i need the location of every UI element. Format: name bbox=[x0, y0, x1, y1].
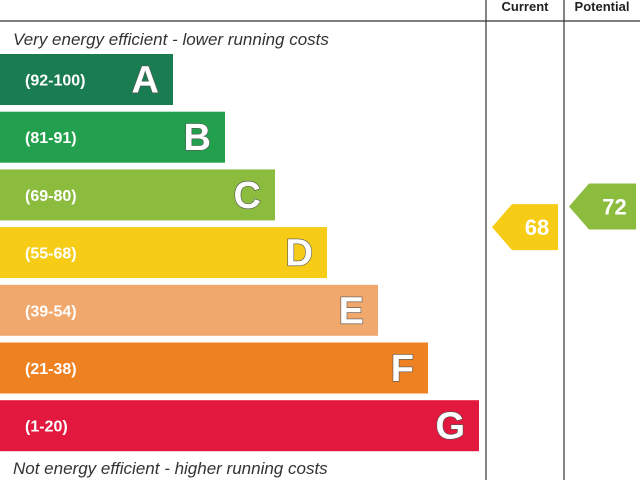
band-range-label: (39-54) bbox=[25, 303, 77, 320]
current-column-header: Current bbox=[502, 0, 550, 14]
band-bar-f bbox=[0, 342, 428, 394]
band-b: (81-91) B bbox=[0, 111, 225, 163]
band-letter: A bbox=[132, 60, 159, 102]
band-c: (69-80) C bbox=[0, 169, 275, 221]
band-range-label: (69-80) bbox=[25, 188, 77, 205]
band-e: (39-54) E bbox=[0, 284, 378, 336]
band-letter: G bbox=[435, 406, 465, 448]
band-letter: E bbox=[339, 290, 364, 332]
current-rating-shape bbox=[492, 204, 558, 251]
band-bar-b bbox=[0, 111, 225, 163]
rating-bands: (92-100) A (81-91) B (69-80) C (55-68) D (39-54)… bbox=[0, 54, 479, 452]
band-letter: C bbox=[234, 175, 261, 217]
potential-rating-arrow: 72 bbox=[569, 183, 636, 230]
band-g: (1-20) G bbox=[0, 400, 479, 452]
current-rating-value: 68 bbox=[525, 215, 549, 240]
top-note: Very energy efficient - lower running co… bbox=[13, 30, 329, 49]
band-range-label: (21-38) bbox=[25, 361, 77, 378]
band-bar-c bbox=[0, 169, 275, 221]
band-letter: B bbox=[184, 117, 211, 159]
band-range-label: (92-100) bbox=[25, 73, 85, 90]
potential-column-header: Potential bbox=[575, 0, 630, 14]
potential-rating-value: 72 bbox=[602, 194, 626, 219]
band-range-label: (81-91) bbox=[25, 130, 77, 147]
band-range-label: (55-68) bbox=[25, 246, 77, 263]
bottom-note: Not energy efficient - higher running co… bbox=[13, 459, 328, 478]
band-d: (55-68) D bbox=[0, 227, 327, 279]
current-rating-arrow: 68 bbox=[492, 204, 558, 251]
rating-arrows: 68 72 bbox=[492, 183, 636, 251]
band-bar-g bbox=[0, 400, 479, 452]
band-bar-d bbox=[0, 227, 327, 279]
band-bar-a bbox=[0, 54, 173, 105]
potential-rating-shape bbox=[569, 183, 636, 230]
band-letter: F bbox=[391, 348, 414, 390]
band-a: (92-100) A bbox=[0, 54, 173, 105]
band-f: (21-38) F bbox=[0, 342, 428, 394]
band-letter: D bbox=[286, 233, 313, 275]
band-bar-e bbox=[0, 284, 378, 336]
band-range-label: (1-20) bbox=[25, 419, 68, 436]
